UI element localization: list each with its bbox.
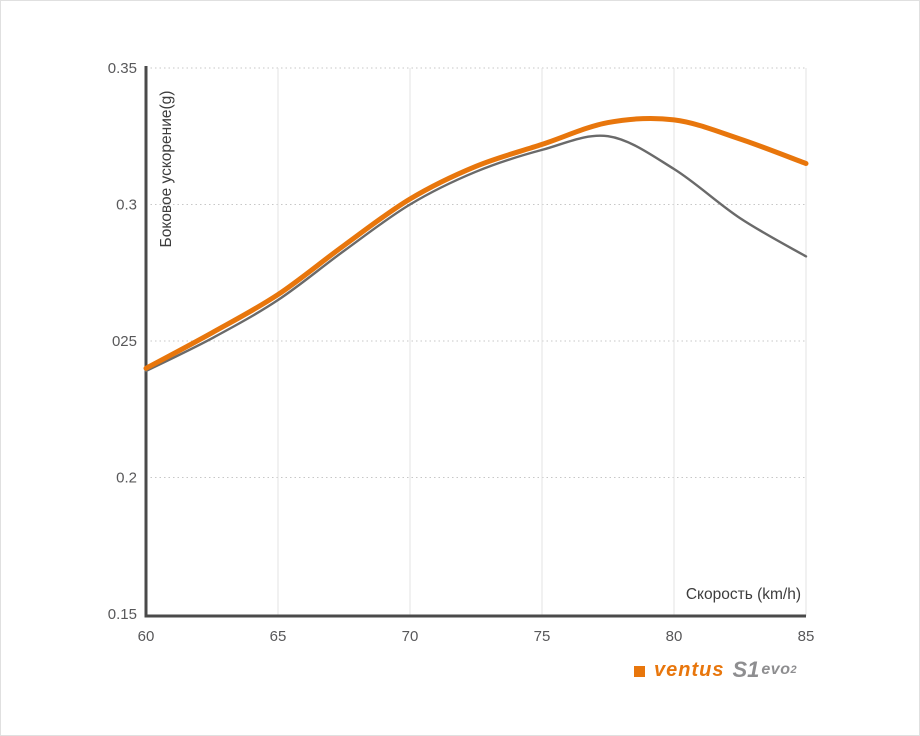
- y-tick-label: 025: [112, 333, 137, 350]
- comparison-series-line: [144, 134, 808, 373]
- logo-ventus-text: ventus: [654, 658, 725, 681]
- y-tick-label: 0.15: [108, 606, 137, 623]
- x-tick-label: 65: [270, 628, 287, 645]
- logo-model-text: S1: [732, 657, 760, 682]
- y-tick-label: 0.35: [108, 60, 137, 77]
- x-tick-label: 80: [666, 628, 683, 645]
- logo-square-icon: [634, 665, 645, 677]
- y-axis-title: Боковое ускорение(g): [158, 91, 175, 248]
- logo-trim-text: evo: [761, 661, 791, 678]
- x-axis-title: Скорость (km/h): [686, 586, 801, 603]
- grid-layer: [146, 67, 807, 616]
- x-tick-label: 75: [534, 628, 551, 645]
- x-tick-label: 60: [138, 628, 155, 645]
- x-tick-label: 70: [402, 628, 419, 645]
- y-tick-label: 0.3: [116, 197, 137, 214]
- x-tick-label: 85: [798, 628, 815, 645]
- hankook-ventus-s1-evo2-logo: ventus S1 evo 2: [634, 656, 797, 684]
- y-tick-label: 0.2: [116, 470, 137, 487]
- ventus-s1-evo2-series-line: [143, 115, 809, 371]
- series-layer: [143, 115, 809, 373]
- logo-trim-superscript: 2: [790, 663, 797, 676]
